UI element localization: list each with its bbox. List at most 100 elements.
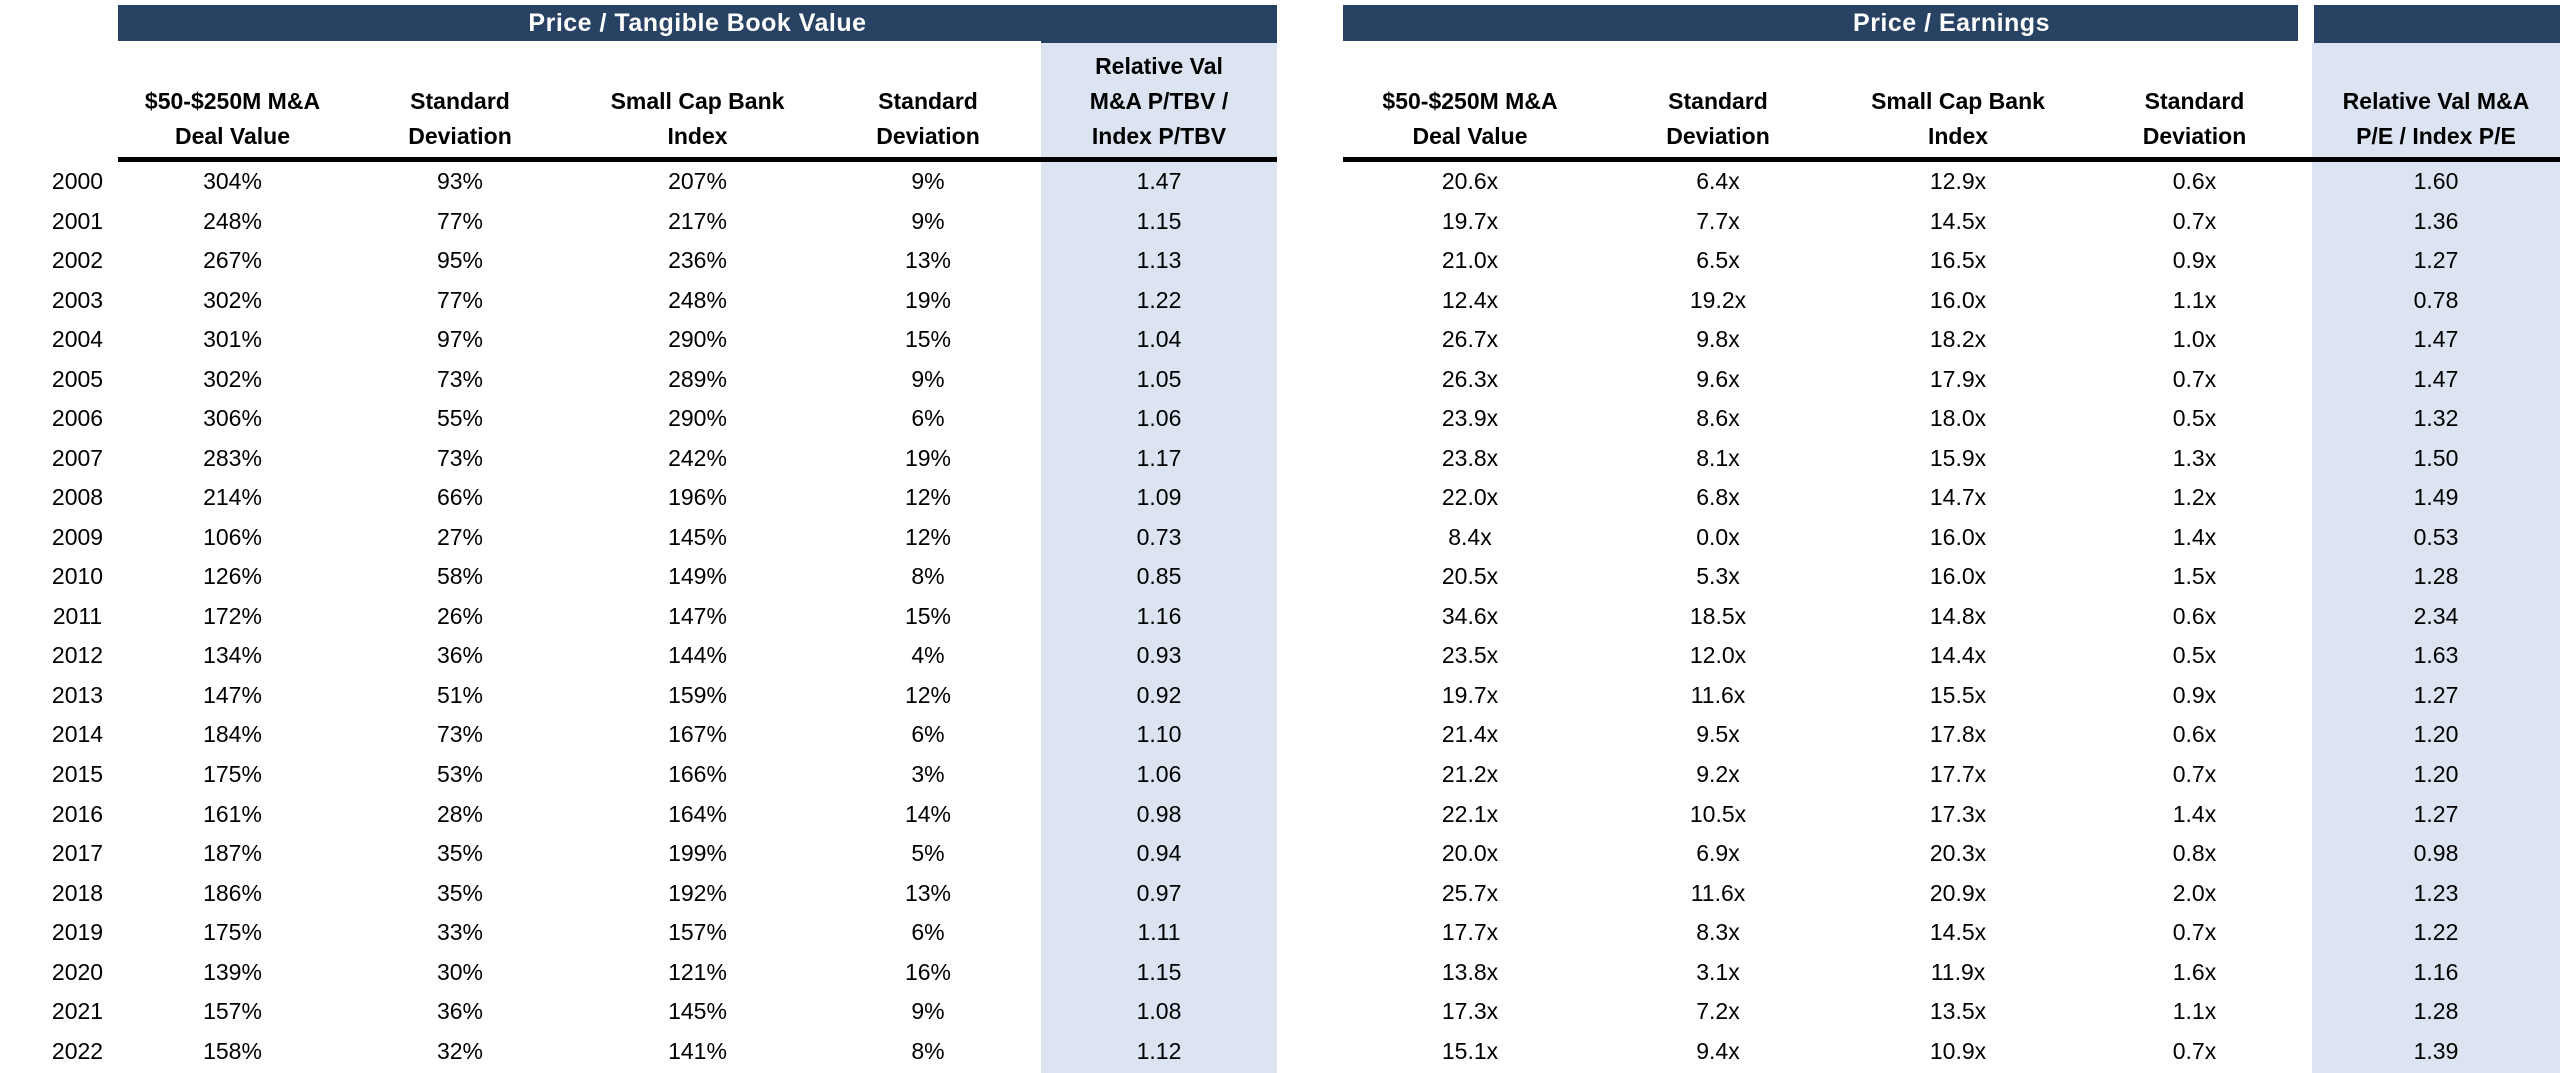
- value-cell: 14.7x: [1929, 484, 1987, 511]
- year-cell: 2010: [51, 563, 104, 590]
- value-cell: 1.63: [2413, 642, 2459, 669]
- value-cell: 14.5x: [1929, 207, 1987, 234]
- pe-banner-highlight-cap: [2314, 5, 2560, 43]
- value-cell: 1.47: [2413, 326, 2459, 353]
- year-cell: 2014: [51, 721, 104, 748]
- value-cell: 214%: [203, 484, 262, 511]
- value-cell: 15.1x: [1441, 1037, 1499, 1064]
- value-cell: 1.23: [2413, 879, 2459, 906]
- value-cell: 16.0x: [1929, 523, 1987, 550]
- value-cell: 0.97: [1136, 879, 1182, 906]
- ptbv-banner-title: Price / Tangible Book Value: [528, 8, 867, 37]
- value-cell: 0.94: [1136, 840, 1182, 867]
- value-cell: 1.32: [2413, 405, 2459, 432]
- value-cell: 9.6x: [1696, 365, 1740, 392]
- value-cell: 11.6x: [1690, 879, 1746, 906]
- pe-relative-val-column-highlight: [2312, 43, 2560, 1073]
- ptbv-header-relative-val: Relative Val M&A P/TBV / Index P/TBV: [1089, 53, 1229, 149]
- year-cell: 2004: [51, 326, 104, 353]
- value-cell: 0.5x: [2172, 405, 2217, 432]
- value-cell: 144%: [668, 642, 727, 669]
- value-cell: 147%: [203, 681, 262, 708]
- value-cell: 32%: [436, 1037, 484, 1064]
- value-cell: 242%: [668, 444, 727, 471]
- year-cell: 2016: [51, 800, 104, 827]
- year-cell: 2006: [51, 405, 104, 432]
- value-cell: 134%: [203, 642, 262, 669]
- year-cell: 2003: [51, 286, 104, 313]
- value-cell: 0.98: [2413, 840, 2459, 867]
- value-cell: 22.0x: [1441, 484, 1499, 511]
- value-cell: 1.15: [1136, 958, 1182, 985]
- value-cell: 1.16: [2413, 958, 2459, 985]
- value-cell: 0.92: [1136, 681, 1182, 708]
- value-cell: 0.73: [1136, 523, 1182, 550]
- value-cell: 0.7x: [2172, 760, 2217, 787]
- value-cell: 17.7x: [1441, 919, 1499, 946]
- value-cell: 248%: [203, 207, 262, 234]
- value-cell: 1.47: [2413, 365, 2459, 392]
- value-cell: 16.0x: [1929, 563, 1987, 590]
- value-cell: 149%: [668, 563, 727, 590]
- value-cell: 9%: [911, 207, 945, 234]
- value-cell: 167%: [668, 721, 727, 748]
- pe-header-small-cap-bank-index: Small Cap Bank Index: [1871, 88, 2045, 149]
- value-cell: 1.27: [2413, 247, 2459, 274]
- value-cell: 248%: [668, 286, 727, 313]
- value-cell: 0.7x: [2172, 1037, 2217, 1064]
- value-cell: 9%: [911, 998, 945, 1025]
- year-cell: 2002: [51, 247, 104, 274]
- value-cell: 9%: [911, 365, 945, 392]
- value-cell: 11.9x: [1930, 958, 1986, 985]
- value-cell: 9.2x: [1696, 760, 1740, 787]
- value-cell: 15%: [904, 326, 952, 353]
- value-cell: 66%: [436, 484, 484, 511]
- value-cell: 28%: [436, 800, 484, 827]
- value-cell: 26.7x: [1441, 326, 1499, 353]
- value-cell: 1.20: [2413, 721, 2459, 748]
- value-cell: 1.17: [1136, 444, 1182, 471]
- value-cell: 21.2x: [1441, 760, 1499, 787]
- value-cell: 1.11: [1137, 919, 1181, 946]
- value-cell: 1.28: [2413, 563, 2459, 590]
- value-cell: 1.13: [1136, 247, 1182, 274]
- value-cell: 192%: [668, 879, 727, 906]
- pe-banner-title: Price / Earnings: [1853, 8, 2050, 37]
- year-cell: 2012: [51, 642, 104, 669]
- value-cell: 13.8x: [1441, 958, 1499, 985]
- year-cell: 2021: [51, 998, 104, 1025]
- value-cell: 34.6x: [1441, 602, 1499, 629]
- value-cell: 1.39: [2413, 1037, 2459, 1064]
- pe-header-standard-deviation-2: Standard Deviation: [2142, 88, 2247, 149]
- value-cell: 1.4x: [2172, 523, 2217, 550]
- value-cell: 290%: [668, 405, 727, 432]
- value-cell: 17.3x: [1929, 800, 1987, 827]
- value-cell: 1.22: [2413, 919, 2459, 946]
- value-cell: 126%: [203, 563, 262, 590]
- value-cell: 1.09: [1136, 484, 1182, 511]
- value-cell: 8.3x: [1696, 919, 1740, 946]
- value-cell: 9%: [911, 168, 945, 195]
- value-cell: 1.6x: [2172, 958, 2217, 985]
- value-cell: 172%: [203, 602, 262, 629]
- value-cell: 73%: [436, 444, 484, 471]
- value-cell: 13.5x: [1929, 998, 1987, 1025]
- value-cell: 8%: [911, 1037, 945, 1064]
- year-cell: 2008: [51, 484, 104, 511]
- value-cell: 175%: [203, 760, 262, 787]
- value-cell: 77%: [436, 207, 484, 234]
- value-cell: 0.6x: [2172, 602, 2217, 629]
- value-cell: 3.1x: [1696, 958, 1740, 985]
- value-cell: 9.4x: [1696, 1037, 1740, 1064]
- value-cell: 161%: [203, 800, 262, 827]
- value-cell: 20.6x: [1441, 168, 1499, 195]
- value-cell: 17.9x: [1929, 365, 1987, 392]
- value-cell: 73%: [436, 365, 484, 392]
- pe-header-rule: [1343, 157, 2560, 162]
- value-cell: 26%: [436, 602, 484, 629]
- value-cell: 1.1x: [2172, 998, 2217, 1025]
- value-cell: 304%: [203, 168, 262, 195]
- value-cell: 207%: [668, 168, 727, 195]
- value-cell: 36%: [436, 998, 484, 1025]
- value-cell: 1.16: [1136, 602, 1182, 629]
